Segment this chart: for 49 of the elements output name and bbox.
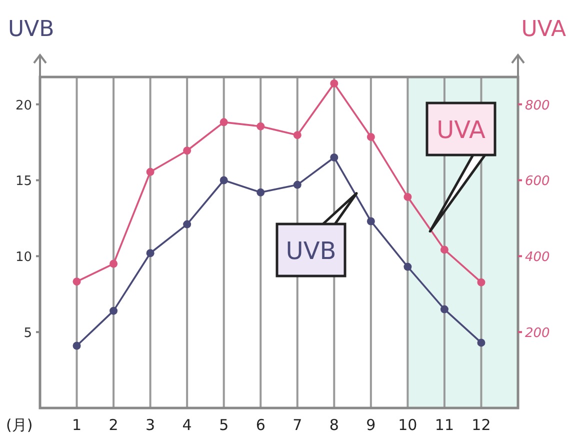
- point: [293, 131, 302, 140]
- point: [72, 278, 81, 286]
- point: [256, 188, 265, 196]
- x-tick-label: 6: [256, 416, 266, 434]
- point: [256, 122, 265, 130]
- x-tick-label: 5: [219, 416, 229, 434]
- point: [293, 180, 302, 189]
- text: UVA: [436, 116, 486, 144]
- point: [72, 342, 81, 350]
- x-tick-label: 12: [472, 416, 491, 434]
- x-tick-label: 10: [398, 416, 418, 434]
- y-tick-label: 5: [24, 326, 32, 342]
- series-label: UVB: [286, 237, 336, 265]
- point: [146, 249, 154, 258]
- point: [366, 132, 375, 141]
- point: [440, 305, 448, 314]
- point: [220, 176, 228, 184]
- point: [110, 306, 118, 315]
- x-tick-label: 8: [329, 416, 339, 434]
- point: [477, 278, 486, 286]
- point: [110, 260, 118, 268]
- y-tick-label: 20: [15, 98, 32, 114]
- x-tick-label: 7: [292, 416, 302, 434]
- x-tick-label: 2: [108, 416, 118, 434]
- point: [404, 192, 412, 201]
- y-tick-label: 10: [15, 250, 32, 266]
- x-tick-label: 4: [182, 416, 192, 434]
- y2-tick-label: 400: [525, 250, 550, 266]
- point: [330, 153, 338, 162]
- point: [183, 220, 192, 228]
- point: [404, 262, 412, 271]
- y2-tick-label: 600: [525, 174, 550, 190]
- y-tick-label: 15: [15, 174, 32, 190]
- y2-tick-label: 200: [525, 326, 550, 342]
- y-axis-title: UVB: [8, 17, 54, 42]
- y2-axis-title: UVA: [521, 17, 566, 42]
- x-tick-label: 3: [146, 416, 156, 434]
- x-tick-label: 11: [434, 416, 454, 434]
- x-axis-title: (月): [6, 416, 33, 434]
- x-tick-label: 9: [366, 416, 376, 434]
- point: [330, 79, 338, 88]
- x-tick-label: 1: [72, 416, 82, 434]
- point: [440, 246, 448, 254]
- point: [220, 118, 228, 126]
- point: [366, 217, 375, 226]
- point: [183, 146, 192, 155]
- y2-tick-label: 800: [525, 98, 550, 114]
- point: [146, 168, 154, 176]
- point: [477, 338, 486, 347]
